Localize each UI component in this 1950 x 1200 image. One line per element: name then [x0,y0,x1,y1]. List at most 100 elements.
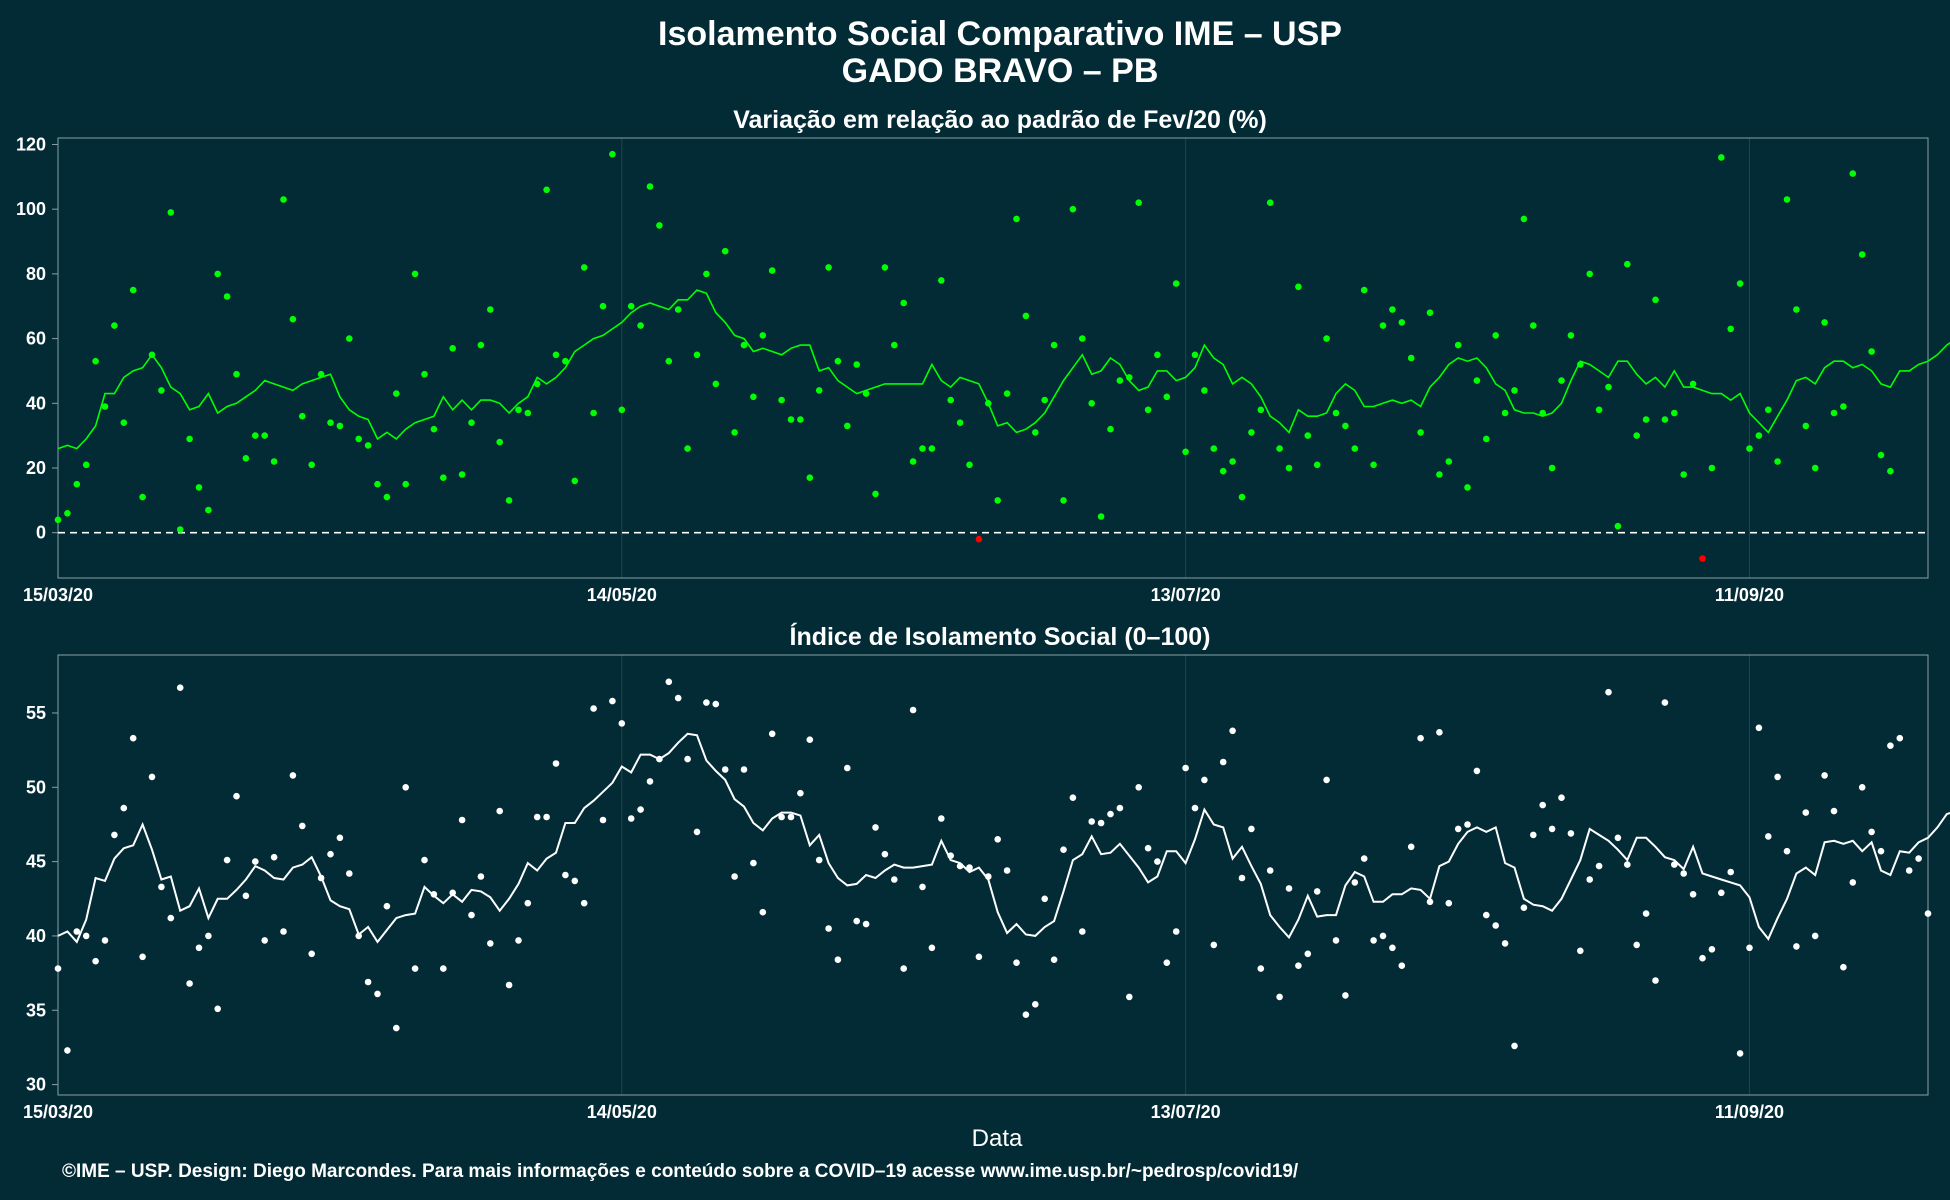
daily-point [1501,940,1509,947]
daily-point [637,322,644,329]
daily-point [1746,445,1753,452]
daily-point [1229,458,1236,465]
daily-point [54,965,62,972]
daily-point [1389,944,1396,952]
daily-point [515,406,522,414]
daily-point [233,370,240,378]
daily-point [1652,296,1659,304]
daily-point [280,196,287,203]
daily-point [1003,390,1011,397]
daily-point [308,461,316,469]
daily-point [468,419,475,427]
daily-point [515,937,522,944]
daily-point [346,335,353,342]
daily-point [1013,215,1020,223]
daily-point [1680,870,1687,877]
daily-point [618,406,626,414]
daily-point [374,990,381,998]
daily-point [571,877,579,885]
daily-point [891,341,898,349]
daily-point [1407,843,1415,851]
y-tick-label: 40 [26,393,46,413]
daily-point [1736,280,1744,287]
daily-point [1379,932,1387,940]
daily-point [778,396,785,404]
daily-point [806,736,814,743]
daily-point [1821,772,1828,779]
daily-point [54,516,62,524]
daily-point [139,953,146,961]
daily-point [872,824,879,831]
daily-point [750,393,757,401]
daily-point [609,697,616,705]
daily-point [1219,467,1227,475]
daily-point [1539,801,1546,809]
chart-title-line2: GADO BRAVO – PB [842,52,1159,90]
daily-point [1022,1011,1030,1018]
daily-point [562,871,569,879]
daily-point [383,902,391,910]
daily-point [1276,993,1283,1001]
daily-point [468,911,475,919]
y-tick-label: 40 [26,926,46,946]
daily-point [1154,858,1161,865]
daily-point [233,792,240,800]
daily-point [1464,821,1471,828]
daily-point [1483,435,1490,443]
daily-point [1332,937,1340,944]
daily-point [402,784,410,791]
daily-point [1548,825,1556,833]
daily-point [82,932,90,940]
daily-point [73,928,81,935]
daily-point [618,720,626,727]
x-tick-label: 14/05/20 [587,585,657,605]
daily-point [299,822,306,830]
daily-point [1530,831,1537,839]
daily-point [1389,306,1396,313]
daily-point [1398,319,1406,326]
daily-point [674,694,682,702]
daily-point [252,858,259,865]
daily-point [1830,807,1838,815]
daily-point [815,856,823,864]
x-tick-label: 14/05/20 [587,1102,657,1122]
daily-point [731,429,738,436]
daily-point [1107,425,1114,433]
daily-point [524,409,532,417]
daily-point [919,883,926,891]
daily-point [1595,406,1603,414]
daily-point [1407,354,1415,362]
daily-point [1069,794,1077,801]
daily-point [1323,776,1330,784]
daily-point [909,458,917,465]
daily-point [1708,946,1716,953]
daily-point [1520,215,1528,223]
daily-point [1689,380,1697,388]
daily-point [289,315,297,323]
daily-point [1135,784,1142,791]
daily-point [496,438,504,446]
daily-point [1417,734,1424,742]
daily-point [994,836,1001,843]
daily-point [580,899,588,907]
daily-point [712,700,720,708]
daily-point [1248,825,1255,833]
daily-point [1671,861,1678,868]
daily-point [721,247,729,255]
daily-point [1548,464,1556,472]
daily-point [627,302,635,310]
daily-point [1032,1001,1039,1008]
daily-point [1492,332,1499,339]
bottom-panel: 15/03/20 14/05/20 13/07/20 11/09/20 30 35 40 45… [23,654,1950,1122]
daily-point [1765,833,1772,840]
daily-point [740,341,748,349]
daily-point [1736,1050,1744,1057]
daily-point [834,956,842,963]
y-tick-label: 45 [26,852,46,872]
daily-point [1896,734,1904,742]
daily-point [872,490,879,498]
daily-point [1257,965,1265,972]
daily-point [1633,941,1640,949]
daily-point [430,891,438,898]
daily-point [1323,335,1330,342]
